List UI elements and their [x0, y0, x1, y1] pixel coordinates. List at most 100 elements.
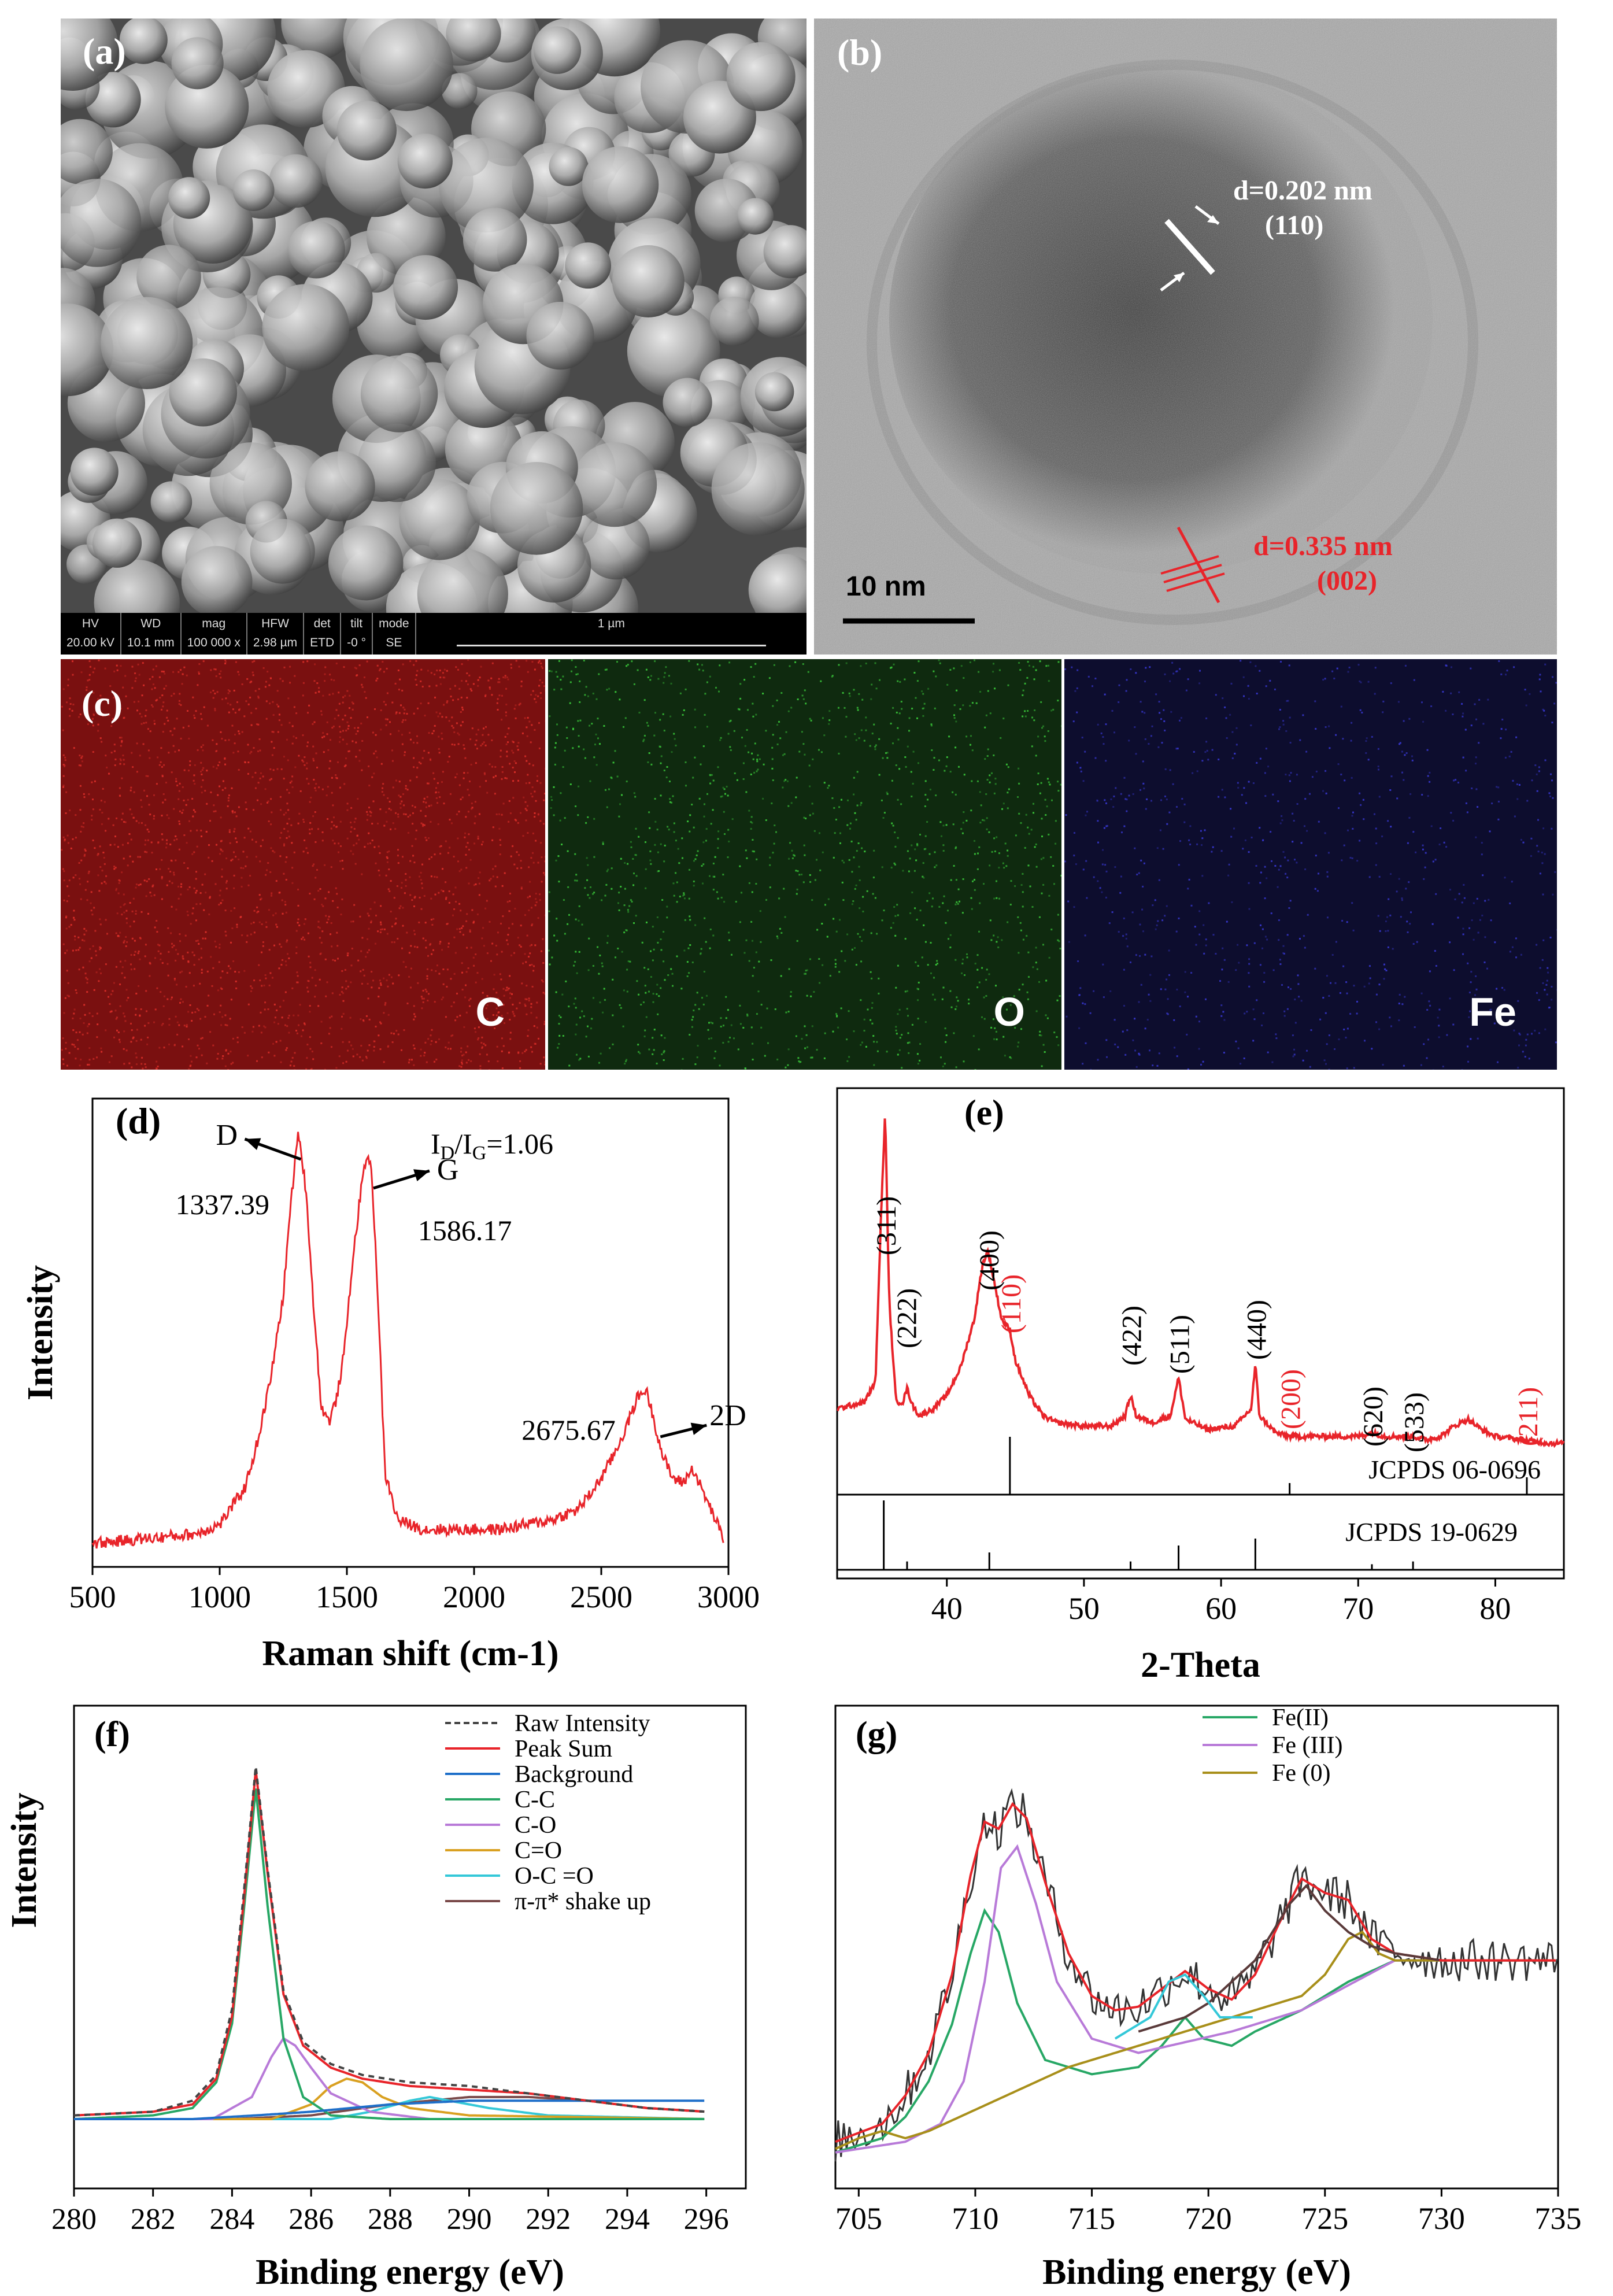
legend-label: C=O [515, 1837, 562, 1864]
lattice-marker-110 [1160, 205, 1220, 291]
peak-arrowhead [690, 1422, 707, 1435]
y-axis-label: Intensity [5, 1792, 44, 1928]
sem-bar-head: det [313, 617, 331, 630]
plot-frame [836, 1087, 1565, 1580]
eds-map-fe [1064, 659, 1557, 1070]
peak-name-g: G [437, 1153, 459, 1186]
x-tick-label: 284 [209, 2203, 254, 2236]
x-tick-label: 730 [1418, 2201, 1465, 2236]
sem-bar-value: 10.1 mm [127, 636, 175, 649]
legend-label: Fe(II) [1272, 1705, 1329, 1731]
legend-label: Peak Sum [515, 1736, 613, 1762]
x-tick-label: 3000 [697, 1580, 760, 1614]
x-tick-label: 705 [835, 2201, 882, 2236]
sem-bar-value: SE [386, 636, 402, 649]
x-tick-label: 725 [1301, 2201, 1348, 2236]
id-ig-ratio: ID/IG=1.06 [431, 1127, 553, 1164]
raman-spectrum-line [91, 1132, 724, 1549]
eds-dots [1064, 660, 1557, 1070]
xps-series-line [73, 1788, 705, 2120]
x-tick-label: 288 [368, 2203, 413, 2236]
peak-hkl-label: (200) [1276, 1369, 1307, 1429]
xps-fit-line [1114, 1973, 1253, 2040]
sem-bar-cell: mode SE [373, 613, 416, 655]
chart-g-xps-fe2p: 705 710 715 720 725 730 735 Binding energy (eV)… [834, 1705, 1582, 2292]
panel-label-a: (a) [83, 31, 126, 72]
sem-texture [61, 19, 806, 655]
peak-hkl-label: (311) [871, 1196, 902, 1255]
legend-label: π-π* shake up [515, 1888, 651, 1915]
sem-bar-value: 2.98 µm [253, 636, 298, 649]
peak-hkl-label: (110) [996, 1274, 1027, 1333]
eds-map-c [61, 659, 547, 1070]
x-tick-label: 1500 [316, 1580, 378, 1614]
x-tick-label: 60 [1205, 1591, 1237, 1626]
peak-hkl-label: (511) [1165, 1315, 1196, 1374]
xps-fit-line [1138, 1884, 1440, 2033]
plane-2: (002) [1317, 565, 1377, 596]
peak-hkl-label: (440) [1241, 1300, 1272, 1360]
d-spacing-1: d=0.202 nm [1233, 175, 1372, 206]
panel-label-e: (e) [964, 1093, 1004, 1133]
peak-position-2d: 2675.67 [521, 1414, 616, 1446]
x-tick-label: 40 [931, 1591, 963, 1626]
chart-d-raman: 500 1000 1500 2000 2500 3000 Raman shift (cm-1… [21, 1097, 760, 1673]
x-tick-label: 70 [1342, 1591, 1374, 1626]
xps-series-line [74, 2099, 705, 2120]
x-tick-label: 282 [131, 2203, 176, 2236]
sem-bar-cell: HFW 2.98 µm [247, 613, 305, 655]
legend-label: C-C [515, 1787, 555, 1813]
sem-bar-value: ETD [310, 636, 335, 649]
legend-label: O-C =O [515, 1863, 594, 1890]
xps-series-line [73, 1770, 705, 2117]
sem-bar-value: 20.00 kV [66, 636, 114, 649]
plane-1: (110) [1265, 210, 1324, 241]
x-tick-label: 296 [684, 2203, 729, 2236]
x-tick-label: 710 [952, 2201, 998, 2236]
peak-position-d: 1337.39 [175, 1188, 269, 1221]
reference-name-1: JCPDS 06-0696 [1368, 1455, 1541, 1484]
sem-bar-cell: HV 20.00 kV [61, 613, 121, 655]
legend-label: Fe (0) [1272, 1760, 1330, 1787]
eds-label-o: O [993, 989, 1025, 1034]
sem-scale: 1 µm [416, 613, 806, 655]
panel-label-g: (g) [856, 1715, 897, 1754]
y-axis-label: Intensity [21, 1265, 60, 1400]
peak-position-g: 1586.17 [418, 1214, 512, 1247]
tem-texture [814, 19, 1557, 655]
panel-label-b: (b) [837, 32, 883, 73]
peak-hkl-label: (222) [892, 1288, 923, 1348]
x-tick-label: 286 [288, 2203, 334, 2236]
sem-bar-cell: mag 100 000 x [182, 613, 247, 655]
eds-label-c: C [475, 989, 505, 1034]
legend-label: C-O [515, 1812, 556, 1839]
peak-hkl-label: (422) [1117, 1306, 1148, 1366]
x-tick-label: 735 [1535, 2201, 1582, 2236]
x-tick-label: 290 [447, 2203, 492, 2236]
x-tick-label: 292 [526, 2203, 571, 2236]
peak-hkl-label: (620) [1358, 1387, 1389, 1447]
panel-a-sem-image: (a) HV 20.00 kV WD 10.1 mm mag 100 000 x HFW 2.… [61, 19, 806, 655]
x-tick-label: 80 [1479, 1591, 1511, 1626]
x-tick-label: 720 [1185, 2201, 1232, 2236]
panel-label-f: (f) [94, 1715, 130, 1754]
x-tick-label: 50 [1068, 1591, 1100, 1626]
x-axis-label: Raman shift (cm-1) [262, 1634, 558, 1673]
legend-label: Background [515, 1761, 633, 1788]
xps-raw-line [834, 1788, 1558, 2162]
tem-scale-label: 10 nm [846, 571, 926, 602]
sem-scale-label: 1 µm [597, 617, 625, 630]
sem-bar-value: -0 ° [347, 636, 367, 649]
sem-bar-cell: tilt -0 ° [341, 613, 373, 655]
sem-info-bar: HV 20.00 kV WD 10.1 mm mag 100 000 x HFW 2.98 µ… [61, 613, 806, 655]
x-axis-label: 2-Theta [1141, 1646, 1260, 1685]
d-spacing-2: d=0.335 nm [1253, 531, 1393, 561]
panel-label-c: (c) [82, 683, 123, 724]
x-tick-label: 500 [69, 1580, 116, 1614]
x-tick-label: 294 [605, 2203, 650, 2236]
xrd-pattern-line [837, 1118, 1565, 1448]
sem-bar-head: mag [202, 617, 226, 630]
legend-label: Raw Intensity [515, 1710, 650, 1737]
peak-hkl-label: (533) [1399, 1392, 1430, 1452]
plot-frame [834, 1705, 1559, 2190]
